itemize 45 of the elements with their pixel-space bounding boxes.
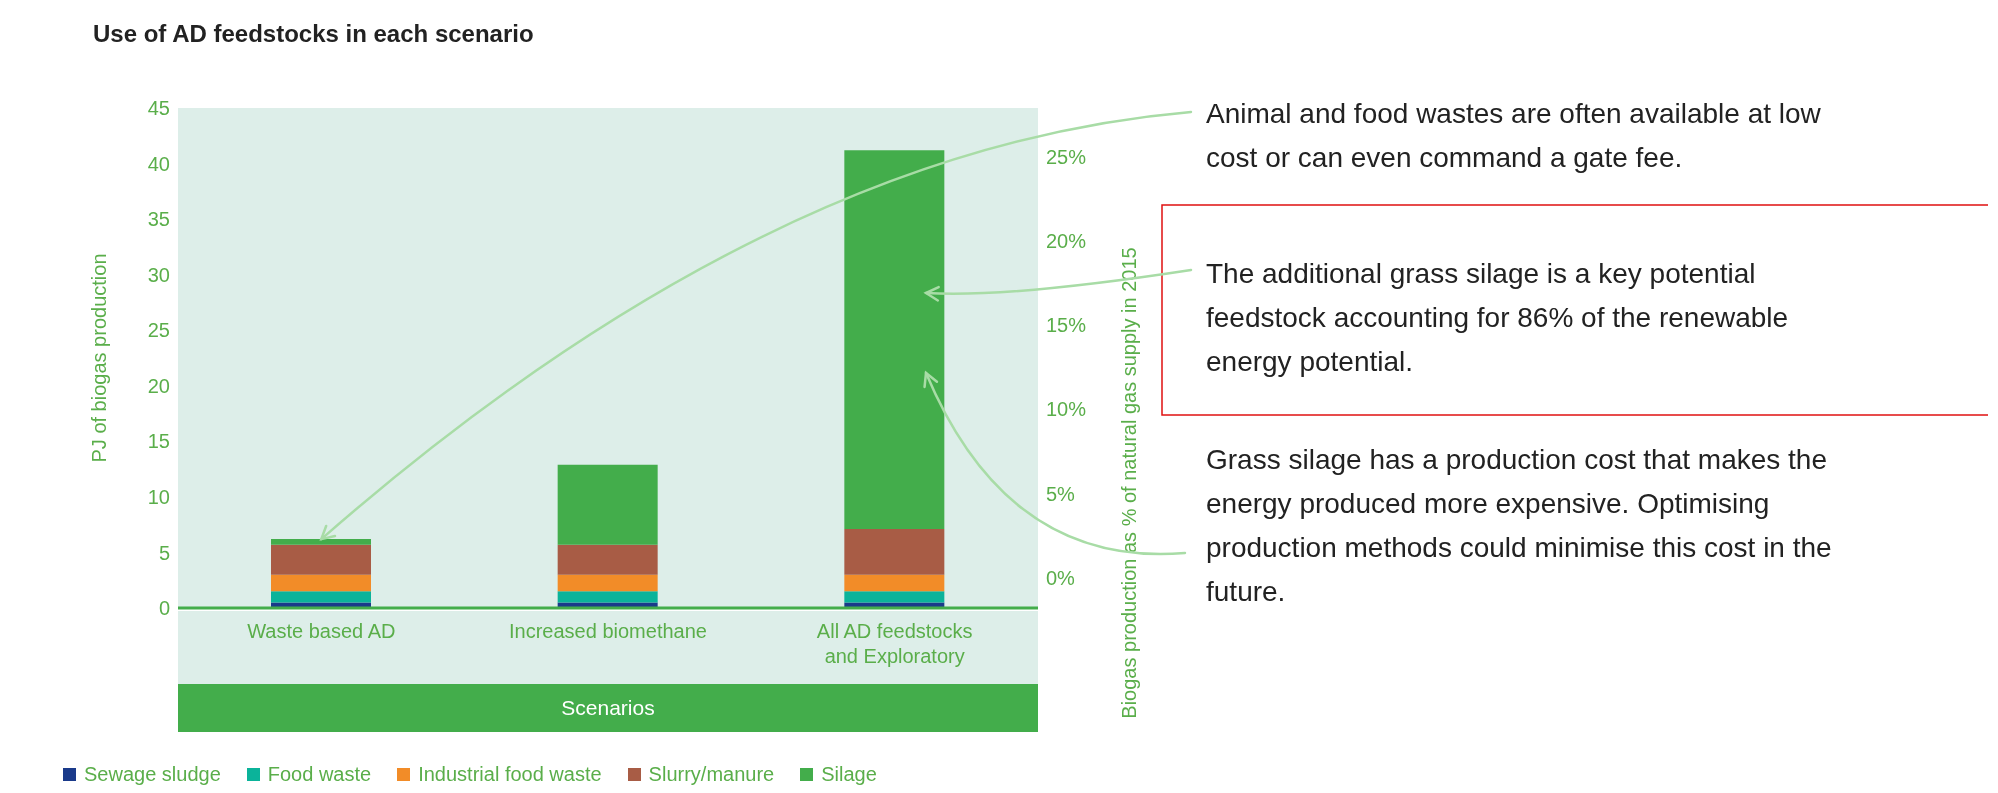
x-tick-label: All AD feedstocks and Exploratory xyxy=(816,620,973,667)
y2-tick-label: 20% xyxy=(1046,230,1087,253)
bar xyxy=(271,539,371,545)
bar xyxy=(271,602,371,608)
bar xyxy=(844,150,945,530)
text: Grass silage has a production cost that makes the energy produced more expensive. Optimising production methods could minimise this cost in the future. xyxy=(1206,443,1833,609)
y-axis-title: PJ of biogas production xyxy=(88,253,110,463)
y2-tick-label: 15% xyxy=(1046,314,1087,337)
bar xyxy=(271,574,371,592)
y2-tick-label: 0% xyxy=(1046,566,1076,589)
bar xyxy=(557,464,658,545)
bar xyxy=(844,591,945,603)
text: The additional grass silage is a key potential feedstock accounting for 86% of the renewable energy potential. xyxy=(1206,257,1790,379)
legend-label: Silage xyxy=(821,763,877,786)
y-tick-label: 35 xyxy=(147,208,170,231)
chart-title: Use of AD feedstocks in each scenario xyxy=(93,20,534,48)
y-tick-label: 20 xyxy=(147,374,170,397)
y-tick-label: 45 xyxy=(147,97,170,120)
y-tick-label: 10 xyxy=(147,485,170,508)
annotation: Animal and food wastes are often available at low cost or can even command a gate fee. xyxy=(1206,97,1822,175)
bar xyxy=(557,591,658,603)
bar xyxy=(557,544,658,575)
y-tick-label: 25 xyxy=(147,319,170,342)
y-tick-label: 30 xyxy=(147,263,170,286)
bar xyxy=(557,602,658,608)
y2-tick-label: 25% xyxy=(1046,145,1087,168)
legend-label: Food waste xyxy=(267,763,372,786)
y-tick-label: 40 xyxy=(147,152,170,175)
y-tick-label: 5 xyxy=(158,541,170,564)
y2-tick-label: 5% xyxy=(1046,482,1076,505)
y-tick-label: 15 xyxy=(147,430,170,453)
legend-label: Sewage sludge xyxy=(84,763,221,786)
legend-label: Slurry/manure xyxy=(648,763,775,786)
x-axis-title: Scenarios xyxy=(178,684,1038,732)
x-tick-label: Waste based AD xyxy=(247,620,396,642)
y-tick-label: 0 xyxy=(158,597,170,620)
bar xyxy=(844,602,945,608)
bar xyxy=(271,544,371,575)
bar xyxy=(844,529,945,575)
bar xyxy=(557,574,658,592)
y2-tick-label: 10% xyxy=(1046,398,1087,421)
x-tick-label: Increased biomethane xyxy=(509,620,707,642)
bar xyxy=(844,574,945,592)
legend-label: Industrial food waste xyxy=(418,763,602,786)
bar xyxy=(271,591,371,603)
